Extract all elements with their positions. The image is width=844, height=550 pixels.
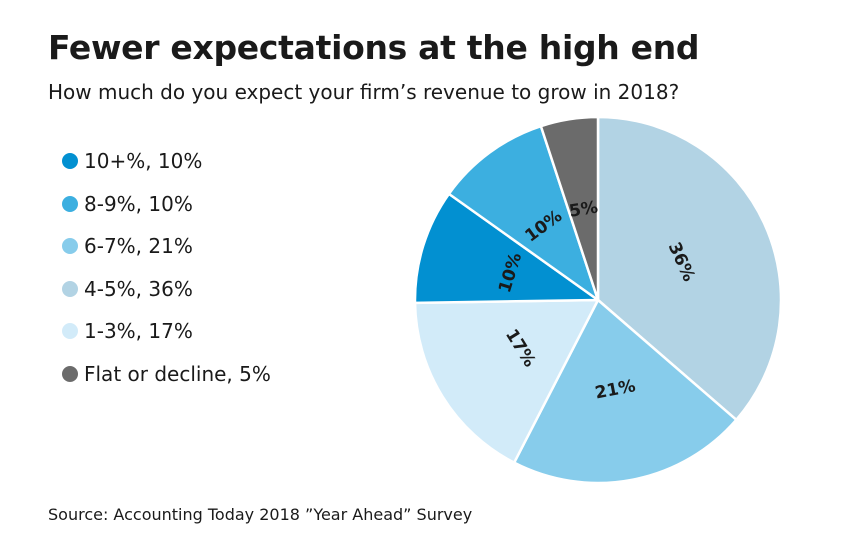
legend-swatch bbox=[62, 365, 78, 382]
legend-item-6-7: 6-7%, 21% bbox=[62, 225, 271, 268]
legend-swatch bbox=[62, 153, 78, 170]
chart-title: Fewer expectations at the high end bbox=[48, 28, 700, 67]
legend-swatch bbox=[62, 280, 78, 297]
pie-slice-10 bbox=[413, 192, 600, 305]
legend-item-flat-or-decline: Flat or decline, 5% bbox=[62, 353, 271, 396]
pie-slice-1-3 bbox=[413, 298, 600, 464]
legend-label: 8-9%, 10% bbox=[84, 191, 193, 216]
pie-slice-4-5 bbox=[596, 115, 783, 422]
slice-label-flat-or-decline: 5% bbox=[568, 197, 600, 221]
legend-label: Flat or decline, 5% bbox=[84, 361, 271, 386]
legend-item-10: 10+%, 10% bbox=[62, 140, 271, 183]
legend-label: 1-3%, 17% bbox=[84, 319, 193, 344]
source-note: Source: Accounting Today 2018 ”Year Ahea… bbox=[48, 505, 473, 524]
legend-swatch bbox=[62, 238, 78, 255]
legend-item-8-9: 8-9%, 10% bbox=[62, 183, 271, 226]
legend-label: 4-5%, 36% bbox=[84, 276, 193, 301]
legend: 10+%, 10% 8-9%, 10% 6-7%, 21% 4-5%, 36% 1-3%… bbox=[62, 140, 271, 395]
legend-label: 10+%, 10% bbox=[84, 149, 203, 174]
pie-slice-flat-or-decline bbox=[539, 115, 600, 302]
pie-slice-8-9 bbox=[447, 124, 600, 302]
legend-label: 6-7%, 21% bbox=[84, 234, 193, 259]
pie-slice-6-7 bbox=[512, 298, 738, 485]
legend-swatch bbox=[62, 195, 78, 212]
legend-item-1-3: 1-3%, 17% bbox=[62, 310, 271, 353]
legend-item-4-5: 4-5%, 36% bbox=[62, 268, 271, 311]
legend-swatch bbox=[62, 323, 78, 340]
chart-subtitle: How much do you expect your firm’s reven… bbox=[48, 80, 680, 104]
